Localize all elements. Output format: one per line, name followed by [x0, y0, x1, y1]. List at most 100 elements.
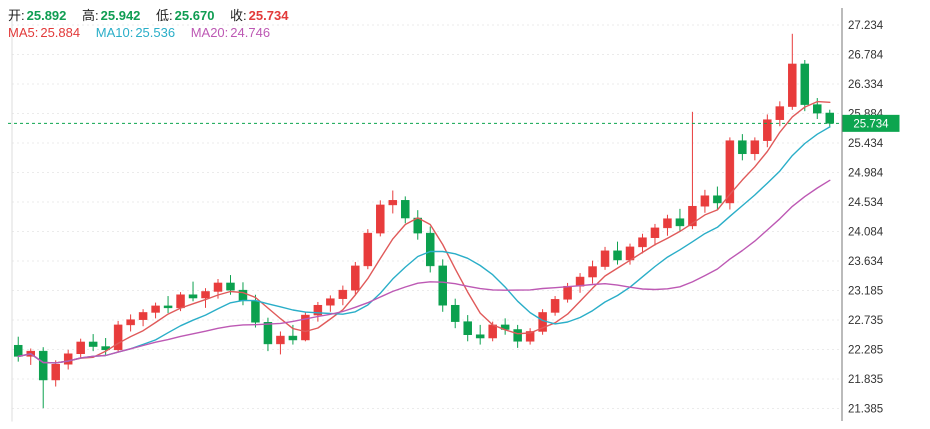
candles [13, 33, 835, 409]
price-axis-label: 22.735 [848, 315, 883, 327]
candle-body [376, 204, 385, 234]
candle-body [351, 265, 360, 291]
price-axis-label: 23.185 [848, 286, 883, 298]
low-label: 低: [156, 8, 173, 23]
high-readout: 高: 25.942 [82, 8, 140, 23]
candle-body [151, 305, 160, 313]
candle-body [363, 232, 373, 267]
ma5-readout: MA5: 25.884 [8, 25, 80, 40]
candle-body [775, 106, 785, 120]
candle-body [401, 200, 410, 219]
candle-body [163, 305, 173, 309]
ma5-label: MA5: [8, 25, 39, 40]
candle-body [825, 112, 835, 124]
candle-body [425, 232, 435, 267]
candle-body [13, 344, 23, 357]
ma-line-ma10 [17, 126, 831, 364]
ma-lines [17, 100, 831, 364]
candle-body [438, 265, 447, 306]
high-value: 25.942 [100, 8, 141, 23]
candle-body [763, 119, 772, 141]
candle-body [563, 285, 572, 300]
candle-body [288, 335, 298, 341]
ma20-value: 24.746 [230, 25, 271, 40]
open-readout: 开: 25.892 [8, 8, 66, 23]
price-axis-label: 22.285 [848, 345, 883, 357]
candle-body [513, 329, 522, 342]
price-axis-label: 27.234 [848, 20, 884, 32]
candle-body [725, 140, 735, 204]
price-axis-label: 26.334 [848, 79, 884, 91]
close-value: 25.734 [248, 8, 289, 23]
candle-body [813, 104, 822, 114]
gridlines [12, 24, 842, 409]
candle-body [663, 218, 672, 229]
candle-body [675, 218, 685, 227]
price-axis-label: 23.634 [848, 256, 884, 268]
candle-body [600, 250, 610, 267]
ma-line-ma5 [17, 100, 831, 364]
candle-body [126, 319, 135, 326]
candle-body [738, 140, 747, 155]
ma10-label: MA10: [95, 25, 134, 40]
candle-body [388, 200, 398, 206]
candle-body [176, 294, 185, 309]
ohlc-readout: 开: 25.892 高: 25.942 低: 25.670 收: 25.734 [8, 5, 300, 24]
candle-body [301, 314, 310, 341]
high-label: 高: [82, 8, 99, 23]
candle-body [463, 321, 472, 335]
candle-body [475, 334, 485, 339]
candle-body [326, 298, 335, 306]
price-axis-label: 24.984 [848, 168, 884, 180]
candle-body [688, 205, 697, 227]
price-axis-label: 25.434 [848, 138, 884, 150]
candle-body [251, 300, 260, 323]
candle-body [338, 289, 348, 299]
last-price-tag: 25.734 [842, 114, 900, 132]
price-axis-label: 21.835 [848, 374, 883, 386]
close-label: 收: [230, 8, 247, 23]
price-axis-label: 21.385 [848, 404, 883, 416]
candle-body [138, 312, 148, 320]
candle-body [113, 324, 123, 351]
candle-body [213, 282, 223, 292]
candle-body [63, 353, 73, 365]
candle-body [51, 363, 60, 381]
price-axis-label: 24.534 [848, 197, 884, 209]
candle-body [313, 304, 323, 316]
candle-body [550, 299, 560, 313]
ma10-value: 25.536 [135, 25, 176, 40]
candle-body [613, 250, 622, 261]
candle-body [800, 63, 810, 105]
candle-body [450, 304, 460, 322]
ma-line-ma20 [17, 179, 831, 364]
low-readout: 低: 25.670 [156, 8, 214, 23]
close-readout: 收: 25.734 [230, 8, 288, 23]
low-value: 25.670 [174, 8, 215, 23]
candle-body [713, 195, 722, 204]
ma20-readout: MA20: 24.746 [191, 25, 270, 40]
ma10-readout: MA10: 25.536 [96, 25, 175, 40]
candle-body [413, 217, 423, 234]
candle-body [700, 195, 710, 207]
candle-body [201, 291, 210, 299]
price-axis-label: 26.784 [848, 50, 884, 62]
candle-body [263, 322, 273, 345]
candle-body [276, 335, 285, 345]
candle-body [226, 282, 235, 291]
candle-body [588, 266, 597, 278]
candle-body [788, 63, 797, 107]
price-axis-labels: 27.23426.78426.33425.88425.43424.98424.5… [848, 20, 884, 416]
candle-body [488, 324, 497, 339]
candle-body [525, 331, 535, 342]
open-label: 开: [8, 8, 25, 23]
ma-readout: MA5: 25.884 MA10: 25.536 MA20: 24.746 [8, 25, 282, 40]
candle-body [188, 294, 198, 299]
candle-body [750, 140, 760, 155]
candle-body [650, 227, 660, 238]
candle-body [76, 341, 85, 355]
ma5-value: 25.884 [40, 25, 81, 40]
price-axis-label: 24.084 [848, 227, 884, 239]
